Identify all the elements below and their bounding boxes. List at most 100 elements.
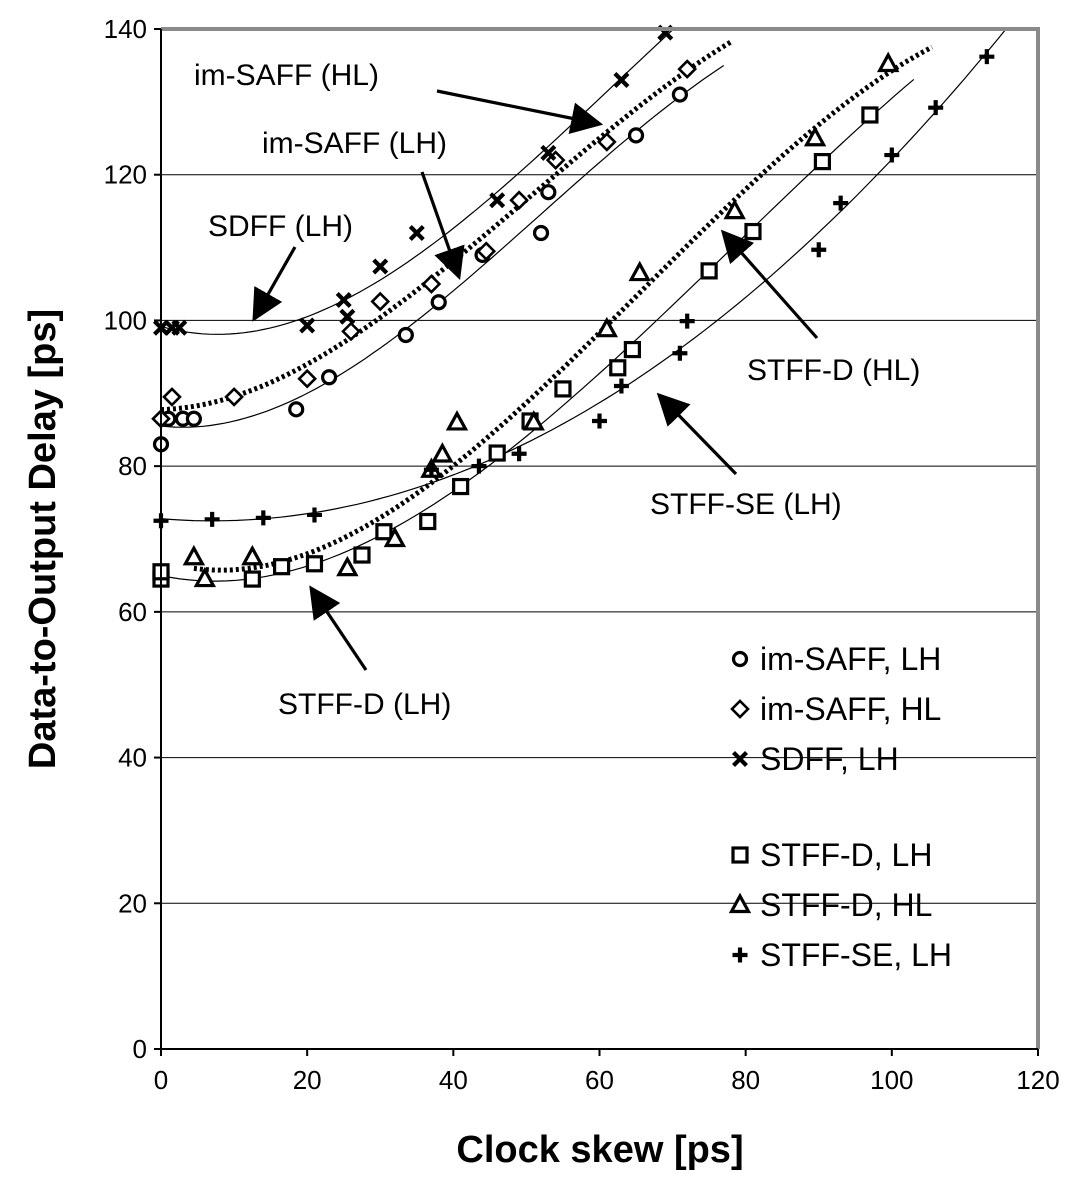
data-point (813, 153, 832, 171)
data-point (353, 546, 371, 564)
annotation-label: SDFF (LH) (208, 210, 353, 243)
annotation-label: STFF-D (LH) (278, 688, 451, 721)
data-point (811, 242, 827, 258)
legend-item: SDFF, LH (732, 741, 899, 777)
data-point (383, 526, 407, 548)
legend-label: STFF-SE, LH (760, 937, 952, 973)
annotation-arrow (309, 585, 368, 671)
data-point (861, 106, 879, 124)
legend-label: im-SAFF, LH (760, 641, 941, 677)
data-point (375, 523, 393, 541)
x-axis-title: Clock skew [ps] (456, 1129, 743, 1171)
annotation-arrow (420, 171, 465, 281)
data-point (595, 316, 619, 338)
data-point (744, 222, 762, 241)
data-point (297, 368, 318, 389)
legend: im-SAFF, LH im-SAFF, HL SDFF, LH STFF-D, LH… (728, 641, 952, 973)
data-point (700, 262, 718, 280)
data-point (182, 544, 206, 566)
data-point (185, 410, 202, 427)
legend-label: SDFF, LH (760, 741, 899, 777)
data-point (335, 292, 352, 309)
data-point (224, 387, 244, 407)
legend-marker (731, 846, 749, 864)
fit-curve (193, 44, 934, 573)
data-point (592, 413, 607, 429)
annotation-arrow (436, 89, 604, 134)
legend-item: STFF-D, LH (731, 837, 932, 873)
y-tick-label: 100 (104, 305, 147, 335)
y-tick-label: 80 (118, 451, 147, 481)
legend-marker (731, 650, 749, 668)
data-point (408, 225, 425, 241)
data-point (884, 147, 900, 163)
axes: 0 20 40 60 80 100 120 140 0 20 40 60 80 100 120 (104, 14, 1060, 1095)
data-point (452, 477, 470, 496)
data-point (979, 49, 995, 65)
y-axis-title: Data-to-Output Delay [ps] (22, 309, 64, 769)
data-point (431, 442, 454, 463)
data-point (488, 444, 506, 462)
data-point (627, 127, 645, 144)
x-tick-label: 60 (585, 1065, 614, 1095)
x-tick-label: 100 (870, 1065, 913, 1095)
plot-frame (161, 27, 1040, 1049)
data-point (306, 507, 322, 523)
legend-label: STFF-D, LH (760, 837, 932, 873)
data-point (677, 59, 698, 79)
legend-item: STFF-SE, LH (732, 937, 952, 973)
data-point (341, 321, 361, 342)
data-point (397, 326, 414, 344)
y-tick-label: 20 (118, 888, 147, 918)
data-point (430, 294, 447, 311)
legend-item: im-SAFF, LH (731, 641, 941, 677)
gridlines (161, 28, 1038, 904)
data-point (204, 511, 220, 527)
data-point (288, 401, 305, 418)
data-point (336, 555, 359, 577)
data-point (423, 462, 439, 478)
x-tick-label: 40 (439, 1065, 468, 1095)
data-point (305, 555, 324, 573)
fit-curve (161, 65, 725, 428)
data-point (613, 378, 629, 394)
legend-marker (732, 947, 748, 963)
legend-label: STFF-D, HL (760, 887, 932, 923)
data-point (339, 308, 356, 325)
data-point (320, 369, 338, 386)
annotation-arrow (720, 229, 819, 340)
data-point (833, 195, 849, 211)
data-point (522, 410, 545, 431)
data-point (876, 51, 900, 73)
y-tick-label: 40 (118, 743, 147, 773)
data-point (445, 410, 469, 431)
x-tick-label: 120 (1016, 1065, 1059, 1095)
data-markers (151, 24, 995, 588)
data-point (255, 510, 271, 526)
fit-curve (161, 29, 1007, 522)
data-point (803, 125, 827, 147)
x-tick-label: 20 (293, 1065, 322, 1095)
data-point (193, 566, 217, 588)
data-point (241, 544, 264, 566)
data-point (243, 570, 261, 588)
legend-marker (732, 751, 748, 767)
data-point (596, 132, 617, 152)
data-point (623, 340, 641, 359)
data-point (613, 72, 630, 88)
data-point (672, 345, 688, 361)
data-point (419, 512, 437, 531)
y-tick-label: 60 (118, 597, 147, 627)
data-point (162, 387, 182, 407)
data-point (723, 198, 746, 220)
data-point (540, 144, 557, 161)
data-point (511, 446, 527, 462)
x-tick-label: 80 (731, 1065, 760, 1095)
legend-item: STFF-D, HL (728, 887, 932, 923)
data-point (299, 317, 316, 334)
data-point (471, 458, 487, 474)
data-point (609, 359, 627, 377)
data-point (509, 190, 529, 211)
data-point (272, 558, 291, 576)
data-point (540, 184, 557, 201)
